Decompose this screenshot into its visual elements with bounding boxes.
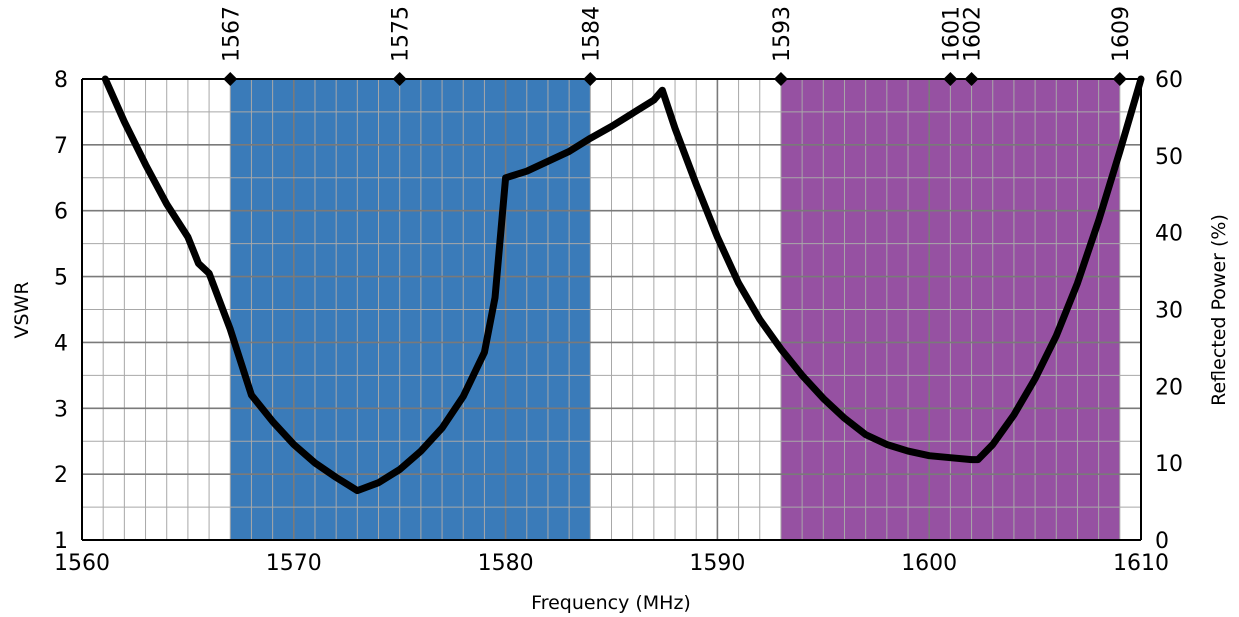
marker-label: 1575 <box>389 6 414 62</box>
axes <box>81 78 1142 541</box>
marker-label: 1602 <box>961 6 986 62</box>
x-tick-label: 1610 <box>1113 551 1169 576</box>
marker-label: 1593 <box>770 6 795 62</box>
y-tick-label: 5 <box>54 266 68 291</box>
x-axis-title: Frequency (MHz) <box>531 592 691 614</box>
marker-label: 1601 <box>939 6 964 62</box>
y2-tick-label: 0 <box>1155 529 1169 554</box>
y2-tick-label: 20 <box>1155 375 1183 400</box>
marker-label: 1609 <box>1109 6 1134 62</box>
y2-tick-label: 30 <box>1155 299 1183 324</box>
marker-label: 1567 <box>219 6 244 62</box>
tick-labels: 1560 1570 1580 1590 1600 1610 1 2 3 4 5 6 7 8 0 10 20 30 4… <box>54 68 1183 576</box>
y-axis-title: VSWR <box>11 281 33 338</box>
x-tick-label: 1590 <box>689 551 745 576</box>
y2-tick-label: 40 <box>1155 222 1183 247</box>
y-tick-label: 8 <box>54 68 68 93</box>
y-tick-label: 3 <box>54 397 68 422</box>
y-tick-label: 2 <box>54 463 68 488</box>
y-tick-label: 4 <box>54 331 68 356</box>
x-tick-label: 1600 <box>901 551 957 576</box>
grid <box>82 79 1141 540</box>
vswr-series-line <box>101 75 1145 495</box>
x-tick-label: 1560 <box>54 551 110 576</box>
marker-diamond <box>943 72 958 86</box>
y-tick-label: 1 <box>54 529 68 554</box>
marker-diamond <box>392 72 407 86</box>
y2-axis-title: Reflected Power (%) <box>1208 214 1230 406</box>
series-layer <box>101 75 1145 495</box>
marker-diamond <box>1112 72 1127 86</box>
marker-diamond <box>773 72 788 86</box>
y-tick-label: 6 <box>54 200 68 225</box>
y-tick-label: 7 <box>54 134 68 159</box>
marker-label: 1584 <box>579 6 604 62</box>
y2-tick-label: 50 <box>1155 145 1183 170</box>
x-tick-label: 1570 <box>266 551 322 576</box>
y2-tick-label: 60 <box>1155 68 1183 93</box>
y2-tick-label: 10 <box>1155 452 1183 477</box>
marker-diamond <box>223 72 238 86</box>
x-tick-label: 1580 <box>478 551 534 576</box>
marker-diamond <box>583 72 598 86</box>
marker-diamond <box>964 72 979 86</box>
